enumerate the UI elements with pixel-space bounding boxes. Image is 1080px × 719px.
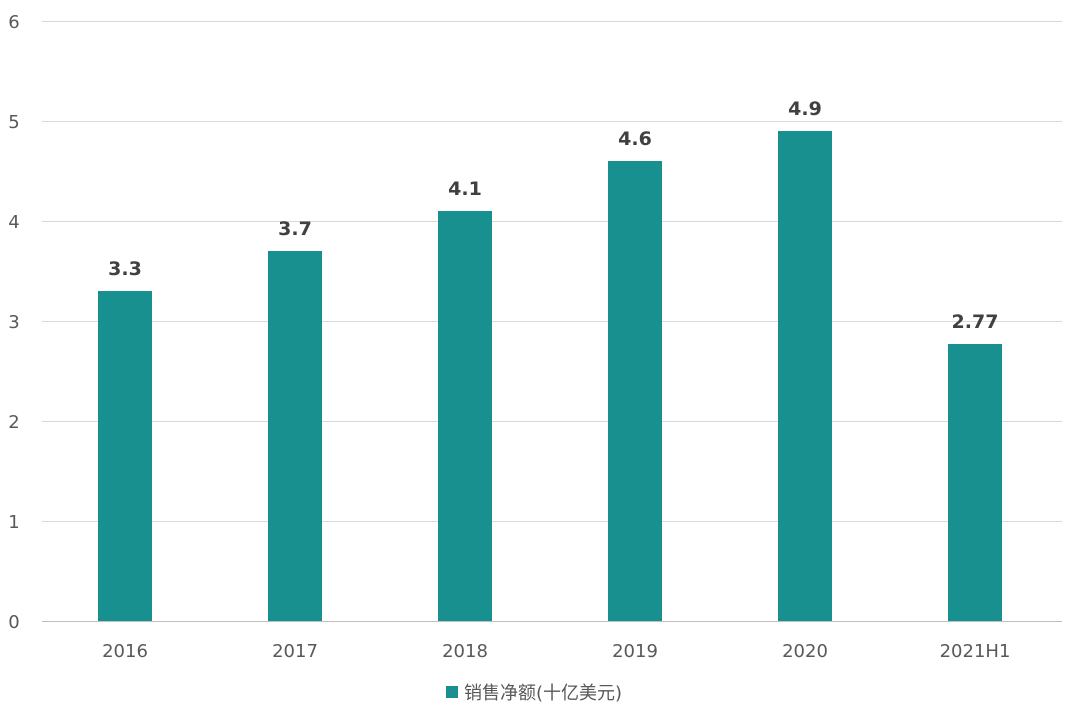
- legend: 销售净额(十亿美元): [446, 679, 622, 705]
- bar: [98, 291, 152, 621]
- bar: [608, 161, 662, 621]
- bar: [438, 211, 492, 621]
- y-tick-label: 3: [8, 312, 19, 333]
- legend-label: 销售净额(十亿美元): [464, 683, 623, 704]
- data-label: 4.9: [788, 98, 822, 120]
- y-tick-label: 2: [8, 412, 19, 433]
- data-label: 4.1: [448, 178, 482, 200]
- bar: [948, 344, 1002, 621]
- x-tick-label: 2019: [612, 641, 658, 662]
- data-label: 4.6: [618, 128, 652, 150]
- data-label: 2.77: [952, 311, 999, 333]
- x-tick-label: 2018: [442, 641, 488, 662]
- data-label: 3.3: [108, 258, 142, 280]
- y-tick-label: 5: [8, 112, 19, 133]
- bar: [778, 131, 832, 621]
- y-tick-label: 6: [8, 12, 19, 33]
- x-tick-label: 2016: [102, 641, 148, 662]
- bar: [268, 251, 322, 621]
- x-tick-label: 2021H1: [940, 641, 1011, 662]
- x-tick-label: 2020: [782, 641, 828, 662]
- y-tick-label: 1: [8, 512, 19, 533]
- legend-swatch: [446, 686, 458, 698]
- data-label: 3.7: [278, 218, 312, 240]
- y-tick-label: 0: [8, 612, 19, 633]
- y-tick-label: 4: [8, 212, 19, 233]
- x-tick-label: 2017: [272, 641, 318, 662]
